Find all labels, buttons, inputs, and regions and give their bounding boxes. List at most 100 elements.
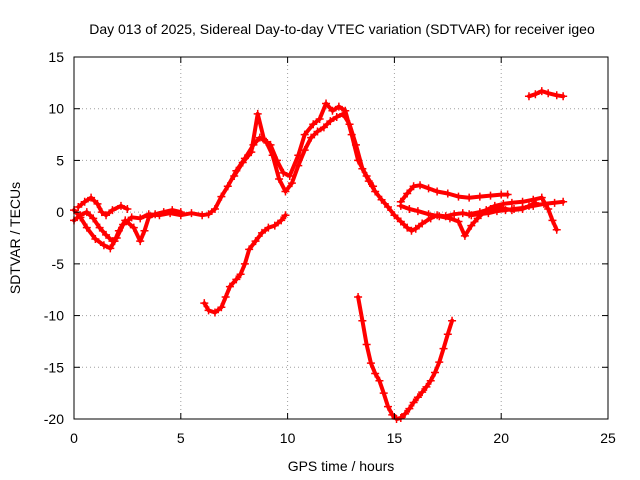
data-point-marker [287, 179, 296, 188]
data-point-marker [366, 359, 375, 368]
data-point-marker [307, 133, 316, 142]
grid [74, 57, 608, 419]
y-tick-label: -15 [44, 359, 64, 375]
data-point-marker [375, 376, 384, 385]
data-point-marker [121, 216, 130, 225]
data-point-marker [371, 369, 380, 378]
data-point-marker [140, 226, 149, 235]
data-point-marker [518, 205, 527, 214]
data-point-marker [151, 210, 160, 219]
series-5-line [202, 213, 288, 315]
data-point-marker [270, 221, 279, 230]
data-point-marker [275, 175, 284, 184]
data-point-marker [396, 413, 405, 422]
data-point-marker [238, 158, 247, 167]
data-point-marker [240, 259, 249, 268]
y-tick-label: -10 [44, 308, 64, 324]
data-point-marker [454, 217, 463, 226]
data-point-marker [388, 410, 397, 419]
data-point-marker [99, 241, 108, 250]
data-point-marker [450, 210, 459, 219]
data-point-marker [136, 237, 145, 246]
data-point-marker [136, 214, 145, 223]
data-point-marker [93, 199, 102, 208]
data-point-marker [362, 340, 371, 349]
data-point-marker [503, 190, 512, 199]
data-point-marker [247, 148, 256, 157]
data-point-marker [257, 228, 266, 237]
data-point-marker [448, 316, 457, 325]
data-point-marker [326, 117, 335, 126]
y-tick-label: -20 [44, 411, 64, 427]
data-point-marker [475, 192, 484, 201]
data-point-marker [559, 92, 568, 101]
data-point-marker [403, 189, 412, 198]
data-point-marker [354, 292, 363, 301]
data-point-marker [95, 223, 104, 232]
data-point-marker [279, 168, 288, 177]
data-point-marker [443, 189, 452, 198]
data-point-marker [300, 130, 309, 139]
x-axis-label: GPS time / hours [288, 458, 395, 474]
data-point-marker [445, 214, 454, 223]
data-point-marker [405, 404, 414, 413]
y-tick-label: 0 [56, 204, 64, 220]
data-point-marker [422, 382, 431, 391]
data-point-marker [486, 205, 495, 214]
data-point-marker [251, 237, 260, 246]
data-point-marker [74, 202, 83, 211]
data-point-marker [531, 90, 540, 99]
data-point-marker [537, 87, 546, 96]
y-tick-label: -5 [52, 256, 65, 272]
data-point-marker [89, 214, 98, 223]
data-point-marker [358, 316, 367, 325]
data-point-marker [313, 127, 322, 136]
data-point-marker [390, 211, 399, 220]
data-point-marker [221, 292, 230, 301]
data-point-marker [223, 182, 232, 191]
y-tick-labels: -20 -15 -10 -5 0 5 10 15 [44, 49, 64, 427]
data-point-marker [371, 187, 380, 196]
data-point-marker [236, 270, 245, 279]
data-point-marker [405, 205, 414, 214]
data-point-marker [426, 376, 435, 385]
data-point-marker [80, 197, 89, 206]
data-point-marker [225, 282, 234, 291]
data-point-marker [550, 198, 559, 207]
data-point-marker [418, 219, 427, 228]
y-tick-label: 5 [56, 152, 64, 168]
data-point-marker [97, 208, 106, 217]
data-point-marker [544, 89, 553, 98]
data-point-marker [204, 306, 213, 315]
data-point-marker [232, 275, 241, 284]
data-point-marker [413, 393, 422, 402]
data-point-marker [129, 223, 138, 232]
data-point-marker [548, 216, 557, 225]
x-tick-label: 10 [280, 430, 296, 446]
x-tick-label: 25 [600, 430, 616, 446]
data-point-marker [407, 226, 416, 235]
data-point-marker [379, 389, 388, 398]
series-7-line [398, 183, 510, 204]
data-point-marker [454, 192, 463, 201]
data-point-marker [200, 299, 209, 308]
data-point-marker [347, 130, 356, 139]
data-point-marker [413, 207, 422, 216]
data-point-marker [418, 388, 427, 397]
data-point-marker [362, 171, 371, 180]
data-point-marker [319, 123, 328, 132]
data-point-marker [253, 109, 262, 118]
data-point-marker [411, 224, 420, 233]
data-point-marker [204, 210, 213, 219]
data-point-marker [475, 208, 484, 217]
data-point-marker [465, 210, 474, 219]
data-point-marker [144, 213, 153, 222]
data-point-marker [108, 206, 117, 215]
chart-title: Day 013 of 2025, Sidereal Day-to-day VTE… [89, 21, 595, 37]
plot-frame [73, 56, 609, 420]
x-tick-label: 0 [70, 430, 78, 446]
data-point-marker [210, 205, 219, 214]
data-point-marker [116, 201, 125, 210]
data-point-marker [518, 197, 527, 206]
data-point-marker [285, 171, 294, 180]
